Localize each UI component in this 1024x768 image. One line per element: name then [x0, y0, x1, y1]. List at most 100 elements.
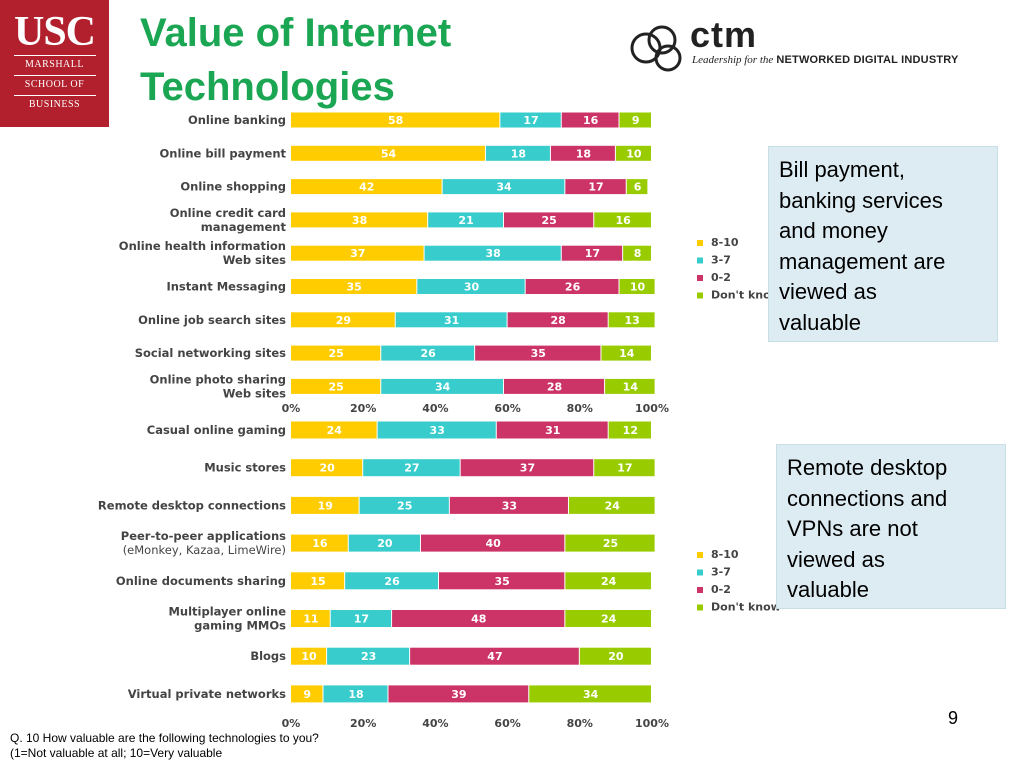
bar-segment [291, 279, 417, 294]
callout-line: viewed as [779, 279, 877, 304]
data-label: 16 [312, 537, 328, 550]
bar-segment [291, 459, 363, 477]
data-label: 9 [632, 114, 640, 127]
bar-segment [363, 459, 460, 477]
slide-title: Value of Internet Technologies [140, 6, 540, 114]
logo-divider [13, 75, 96, 76]
legend-label: 3-7 [711, 566, 731, 579]
bar-segment [381, 378, 503, 394]
data-label: 40 [486, 537, 502, 550]
bar-segment [601, 345, 651, 361]
x-tick-label: 0% [282, 717, 301, 730]
bar-segment [323, 685, 388, 703]
data-label: 24 [605, 499, 621, 512]
bar-segment [439, 572, 565, 590]
data-label: 17 [585, 247, 600, 260]
category-label: Virtual private networks [128, 687, 286, 701]
logo-line-1: MARSHALL [24, 59, 84, 70]
bar-segment [529, 685, 651, 703]
bar-segment [619, 112, 651, 128]
bar-segment [619, 279, 655, 294]
bar-segment [565, 610, 651, 627]
ctm-tagline: Leadership for the NETWORKED DIGITAL IND… [692, 54, 959, 66]
x-tick-label: 60% [494, 717, 520, 730]
data-label: 39 [451, 688, 466, 701]
data-label: 34 [435, 380, 451, 393]
x-tick-label: 80% [567, 717, 593, 730]
category-label: Blogs [250, 649, 286, 663]
ctm-circles-icon [630, 25, 682, 72]
data-label: 37 [350, 247, 365, 260]
data-label: 17 [588, 181, 603, 194]
legend-label: 0-2 [711, 271, 731, 284]
bar-segment [460, 459, 594, 477]
bar-segment [395, 312, 507, 328]
category-label: gaming MMOs [194, 619, 286, 633]
bar-segment [345, 572, 439, 590]
bar-segment [428, 212, 503, 228]
bar-segment [410, 647, 579, 665]
data-label: 54 [381, 147, 397, 160]
bar-segment [568, 496, 655, 514]
bar-segment [605, 378, 655, 394]
bar-segment [392, 610, 565, 627]
bar-segment [291, 496, 359, 514]
bar-segment [449, 496, 568, 514]
category-label: Casual online gaming [147, 423, 286, 437]
bar-segment [615, 145, 651, 161]
data-label: 28 [550, 314, 565, 327]
bar-segment [291, 378, 381, 394]
x-tick-label: 80% [567, 402, 593, 415]
category-label: Online bill payment [160, 146, 287, 160]
callout-line: VPNs are not [787, 516, 918, 541]
data-label: 28 [547, 380, 562, 393]
x-tick-label: 40% [422, 717, 448, 730]
ctm-tagline-italic: Leadership for the [692, 54, 774, 66]
category-label: Online shopping [180, 180, 286, 194]
category-label: (eMonkey, Kazaa, LimeWire) [123, 543, 286, 557]
legend-swatch [697, 257, 703, 264]
data-label: 6 [634, 181, 642, 194]
bar-segment [291, 345, 381, 361]
bar-segment [507, 312, 608, 328]
legend-swatch [697, 569, 703, 576]
callout-line: banking services [779, 187, 943, 213]
callout-line: connections and [787, 485, 948, 511]
legend-label: Don't know [711, 601, 781, 614]
bar-segment [291, 312, 395, 328]
bar-segment [503, 212, 594, 228]
bar-segment [420, 534, 565, 552]
bar-segment [291, 572, 345, 590]
bar-segment [525, 279, 619, 294]
data-label: 10 [301, 650, 317, 663]
category-label: Online job search sites [138, 313, 286, 327]
data-label: 26 [384, 575, 400, 588]
category-label: Web sites [223, 253, 286, 267]
ctm-tagline-bold: NETWORKED DIGITAL INDUSTRY [776, 54, 959, 66]
category-label: Instant Messaging [166, 280, 286, 294]
legend-swatch [697, 552, 703, 558]
bar-segment [594, 459, 655, 477]
ctm-logo-word: ctm [690, 14, 758, 55]
data-label: 13 [624, 314, 639, 327]
callout-line: and money [779, 218, 888, 243]
title-line-1: Value of Internet [140, 11, 452, 55]
bar-segment [291, 685, 323, 703]
question-line-2: (1=Not valuable at all; 10=Very valuable [10, 746, 223, 760]
data-label: 16 [583, 114, 599, 127]
logo-line-3: BUSINESS [28, 99, 81, 110]
data-label: 12 [623, 424, 638, 437]
category-label: Social networking sites [135, 346, 286, 360]
bar-segment [291, 212, 428, 228]
legend-swatch [697, 240, 703, 246]
bar-segment [579, 647, 651, 665]
x-tick-label: 20% [350, 717, 376, 730]
bar-segment [291, 179, 442, 195]
callout-line: management are [779, 248, 946, 274]
bar-segment [291, 647, 327, 665]
legend-label: Don't kno [711, 289, 771, 302]
bar-segment [291, 245, 424, 261]
bar-segment [327, 647, 410, 665]
legend-swatch [697, 275, 703, 281]
